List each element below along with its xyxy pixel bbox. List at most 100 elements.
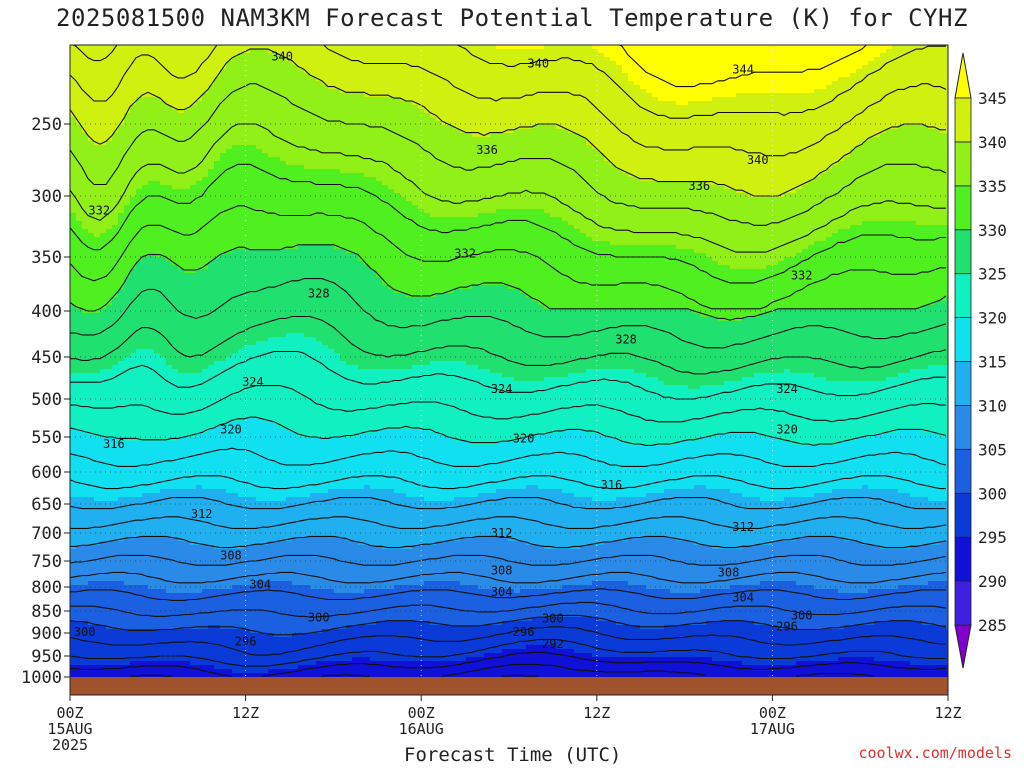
fill-cell (136, 285, 143, 290)
fill-cell (244, 301, 251, 306)
fill-cell (88, 189, 95, 194)
fill-cell (190, 237, 197, 242)
fill-cell (184, 341, 191, 346)
fill-cell (124, 117, 131, 122)
fill-cell (118, 389, 125, 394)
fill-cell (232, 497, 239, 502)
fill-cell (172, 417, 179, 422)
fill-cell (178, 333, 185, 338)
fill-cell (202, 593, 209, 598)
fill-cell (136, 389, 143, 394)
fill-cell (214, 197, 221, 202)
fill-cell (184, 333, 191, 338)
fill-cell (154, 141, 161, 146)
fill-cell (250, 221, 257, 226)
fill-cell (118, 417, 125, 422)
fill-cell (214, 313, 221, 318)
fill-cell (70, 377, 77, 382)
fill-cell (130, 121, 137, 126)
fill-cell (178, 401, 185, 406)
fill-cell (178, 629, 185, 634)
fill-cell (184, 281, 191, 286)
fill-cell (208, 161, 215, 166)
fill-cell (196, 365, 203, 370)
fill-cell (172, 633, 179, 638)
fill-cell (106, 45, 113, 50)
fill-cell (136, 473, 143, 478)
fill-cell (250, 85, 257, 90)
fill-cell (172, 189, 179, 194)
fill-cell (214, 541, 221, 546)
fill-cell (130, 649, 137, 654)
fill-cell (208, 537, 215, 542)
fill-cell (250, 233, 257, 238)
fill-cell (226, 185, 233, 190)
fill-cell (214, 569, 221, 574)
fill-cell (142, 177, 149, 182)
fill-cell (112, 649, 119, 654)
fill-cell (202, 81, 209, 86)
fill-cell (76, 225, 83, 230)
fill-cell (130, 505, 137, 510)
fill-cell (88, 493, 95, 498)
fill-cell (208, 601, 215, 606)
fill-cell (244, 129, 251, 134)
fill-cell (160, 449, 167, 454)
fill-cell (124, 161, 131, 166)
fill-cell (142, 385, 149, 390)
fill-cell (100, 633, 107, 638)
fill-cell (166, 505, 173, 510)
fill-cell (184, 85, 191, 90)
fill-cell (184, 125, 191, 130)
fill-cell (124, 605, 131, 610)
fill-cell (208, 421, 215, 426)
fill-cell (118, 357, 125, 362)
fill-cell (118, 145, 125, 150)
fill-cell (130, 293, 137, 298)
fill-cell (178, 601, 185, 606)
fill-cell (226, 621, 233, 626)
fill-cell (160, 345, 167, 350)
fill-cell (88, 301, 95, 306)
fill-cell (82, 485, 89, 490)
fill-cell (208, 329, 215, 334)
fill-cell (154, 473, 161, 478)
fill-cell (238, 189, 245, 194)
fill-cell (106, 629, 113, 634)
fill-cell (82, 269, 89, 274)
fill-cell (214, 389, 221, 394)
fill-cell (148, 77, 155, 82)
fill-cell (220, 289, 227, 294)
fill-cell (106, 185, 113, 190)
fill-cell (112, 345, 119, 350)
fill-cell (148, 477, 155, 482)
fill-cell (94, 661, 101, 666)
fill-cell (106, 73, 113, 78)
fill-cell (118, 305, 125, 310)
fill-cell (112, 425, 119, 430)
fill-cell (130, 49, 137, 54)
fill-cell (202, 141, 209, 146)
fill-cell (160, 605, 167, 610)
fill-cell (178, 669, 185, 674)
fill-cell (148, 637, 155, 642)
fill-cell (82, 217, 89, 222)
fill-cell (160, 221, 167, 226)
fill-cell (130, 305, 137, 310)
fill-cell (166, 561, 173, 566)
fill-cell (160, 137, 167, 142)
fill-cell (82, 581, 89, 586)
fill-cell (208, 637, 215, 642)
fill-cell (172, 505, 179, 510)
fill-cell (130, 601, 137, 606)
fill-cell (70, 141, 77, 146)
fill-cell (124, 393, 131, 398)
fill-cell (184, 557, 191, 562)
fill-cell (250, 149, 257, 154)
fill-cell (136, 425, 143, 430)
fill-cell (76, 97, 83, 102)
fill-cell (226, 489, 233, 494)
fill-cell (94, 501, 101, 506)
fill-cell (160, 425, 167, 430)
fill-cell (220, 465, 227, 470)
